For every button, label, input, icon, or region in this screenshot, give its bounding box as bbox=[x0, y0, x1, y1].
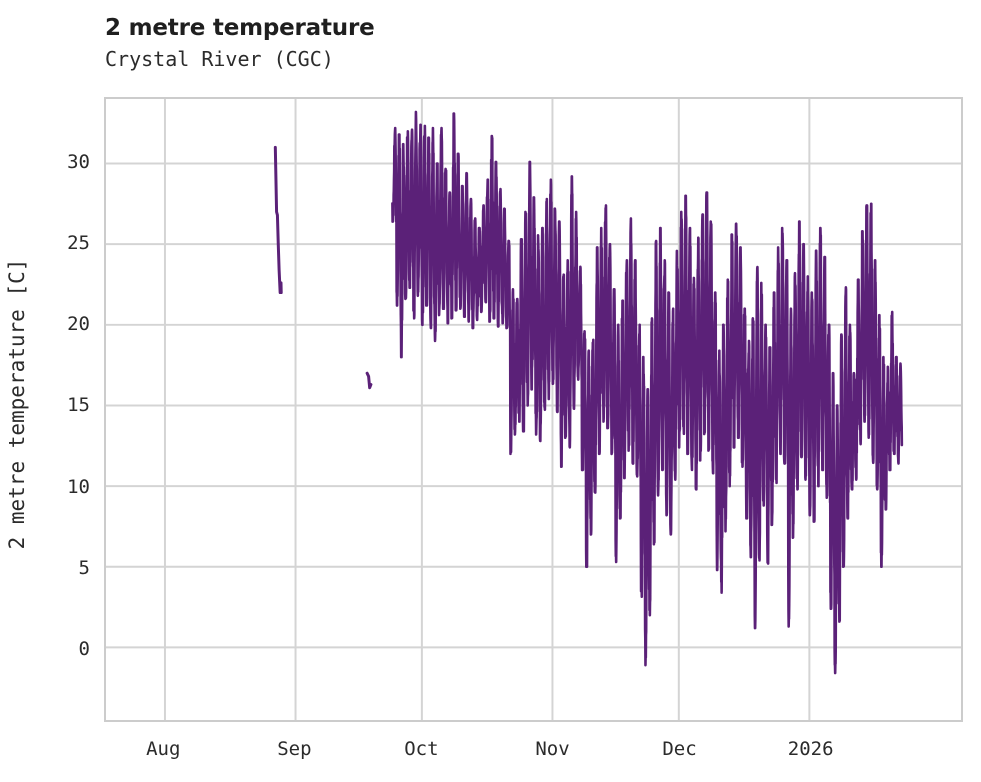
y-tick-label: 10 bbox=[67, 475, 90, 498]
x-tick-label: Dec bbox=[662, 738, 697, 760]
x-tick-label: 2026 bbox=[787, 738, 834, 760]
y-tick-label: 20 bbox=[67, 313, 90, 336]
y-tick-label: 0 bbox=[78, 637, 90, 660]
temperature-series bbox=[273, 110, 904, 675]
x-tick-label: Aug bbox=[146, 738, 181, 760]
y-axis-ticks: 0 5 10 15 20 25 30 bbox=[0, 0, 90, 782]
page-title: 2 metre temperature bbox=[105, 15, 375, 41]
y-tick-label: 15 bbox=[67, 394, 90, 417]
y-tick-label: 5 bbox=[78, 556, 90, 579]
plot-area bbox=[104, 97, 963, 722]
title-block: 2 metre temperature Crystal River (CGC) bbox=[105, 14, 965, 72]
y-tick-label: 25 bbox=[67, 232, 90, 255]
y-tick-label: 30 bbox=[67, 150, 90, 173]
y-axis-label: 2 metre temperature [C] bbox=[5, 258, 29, 550]
x-tick-label: Oct bbox=[404, 738, 439, 760]
x-tick-label: Sep bbox=[277, 738, 312, 760]
chart-subtitle: Crystal River (CGC) bbox=[105, 47, 334, 71]
x-tick-label: Nov bbox=[535, 738, 570, 760]
